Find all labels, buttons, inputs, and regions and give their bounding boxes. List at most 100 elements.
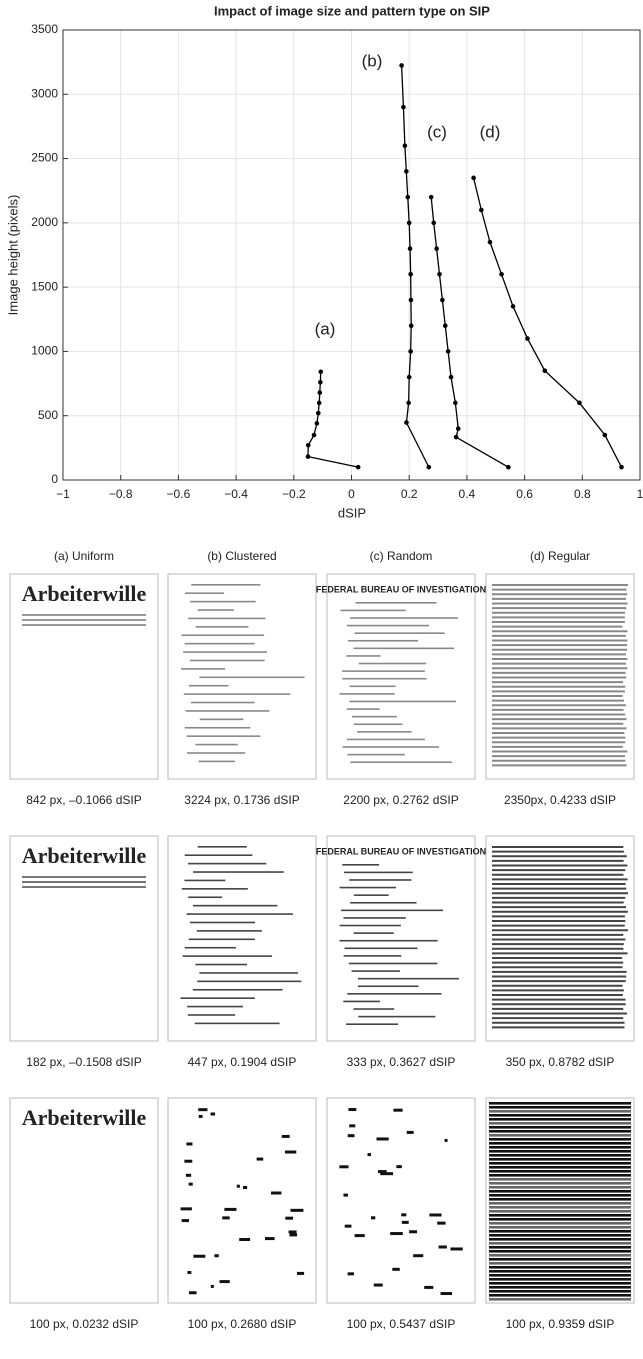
- text-line: [180, 997, 254, 999]
- text-line: [492, 874, 623, 876]
- text-line: [346, 1023, 398, 1025]
- text-line: [492, 607, 626, 609]
- text-line: [196, 626, 249, 628]
- speck: [289, 1230, 297, 1233]
- speck: [441, 1292, 452, 1295]
- marker: [409, 298, 414, 303]
- text-line: [339, 693, 394, 695]
- text-line: [492, 892, 628, 894]
- speck: [214, 1254, 218, 1257]
- texture: [489, 1102, 631, 1105]
- texture: [489, 1114, 631, 1117]
- text-line: [184, 693, 290, 695]
- text-line: [492, 943, 624, 945]
- text-line: [492, 603, 628, 605]
- text-line: [492, 855, 627, 857]
- document-image: FEDERAL BUREAU OF INVESTIGATION2200 px, …: [316, 574, 486, 807]
- text-line: [350, 617, 458, 619]
- speck: [211, 1285, 214, 1288]
- texture: [489, 1262, 631, 1265]
- speck: [390, 1232, 403, 1235]
- text-line: [190, 922, 255, 924]
- text-line: [349, 963, 438, 965]
- text-line: [492, 925, 625, 927]
- speck: [271, 1192, 281, 1195]
- text-line: [195, 744, 237, 746]
- text-line: [183, 955, 272, 957]
- texture: [489, 1210, 631, 1213]
- speck: [401, 1213, 406, 1216]
- text-line: [185, 854, 253, 856]
- x-tick-label: 1: [637, 487, 643, 501]
- image-frame: [327, 574, 475, 779]
- document-image: 2350px, 0.4233 dSIP: [486, 574, 634, 807]
- text-line: [492, 746, 623, 748]
- text-line: [492, 589, 627, 591]
- image-caption: 100 px, 0.5437 dSIP: [347, 1317, 456, 1331]
- text-line: [492, 690, 625, 692]
- image-caption: 447 px, 0.1904 dSIP: [188, 1055, 297, 1069]
- text-line: [358, 985, 419, 987]
- marker: [437, 272, 442, 277]
- texture: [489, 1254, 631, 1257]
- text-line: [492, 865, 627, 867]
- speck: [222, 1216, 229, 1219]
- annotation: (c): [427, 122, 447, 141]
- text-line: [193, 871, 284, 873]
- speck: [181, 1207, 192, 1210]
- text-line: [492, 966, 622, 968]
- image-heading: Arbeiterwille: [22, 581, 147, 606]
- texture: [489, 1278, 631, 1281]
- texture: [489, 1194, 631, 1197]
- speck: [380, 1172, 393, 1175]
- y-tick-label: 2000: [31, 215, 58, 229]
- text-line: [342, 864, 379, 866]
- text-line: [188, 896, 222, 898]
- text-line: [492, 897, 625, 899]
- texture: [489, 1110, 631, 1113]
- texture: [489, 1166, 631, 1169]
- text-line: [492, 612, 625, 614]
- text-line: [350, 761, 452, 763]
- text-line: [195, 964, 247, 966]
- speck: [345, 1225, 352, 1228]
- marker: [317, 401, 322, 406]
- text-line: [492, 869, 625, 871]
- marker: [488, 240, 493, 245]
- speck: [289, 1233, 297, 1236]
- texture: [489, 1150, 631, 1153]
- x-tick-label: −0.6: [167, 487, 191, 501]
- x-tick-label: 0.6: [516, 487, 533, 501]
- texture: [489, 1202, 631, 1205]
- column-label: (c) Random: [370, 549, 433, 563]
- text-line: [492, 915, 625, 917]
- text-line: [492, 883, 626, 885]
- text-line: [352, 970, 400, 972]
- text-line: [492, 985, 623, 987]
- text-line: [350, 686, 396, 688]
- y-tick-label: 500: [38, 408, 58, 422]
- text-line: [492, 672, 626, 674]
- text-line: [343, 1001, 380, 1003]
- texture: [489, 1182, 631, 1185]
- text-line: [22, 624, 146, 626]
- texture: [489, 1234, 631, 1237]
- speck: [343, 1194, 348, 1197]
- text-line: [22, 614, 146, 616]
- text-line: [492, 677, 626, 679]
- text-line: [492, 616, 625, 618]
- speck: [374, 1284, 383, 1287]
- speck: [211, 1113, 216, 1116]
- text-line: [182, 634, 265, 636]
- marker: [406, 401, 411, 406]
- texture: [489, 1126, 631, 1129]
- marker: [454, 435, 459, 440]
- speck: [220, 1280, 230, 1283]
- text-line: [191, 702, 255, 704]
- text-line: [492, 971, 627, 973]
- document-image: 100 px, 0.5437 dSIP: [327, 1098, 475, 1331]
- speck: [257, 1158, 264, 1161]
- marker: [499, 272, 504, 277]
- text-line: [354, 932, 394, 934]
- text-line: [342, 678, 426, 680]
